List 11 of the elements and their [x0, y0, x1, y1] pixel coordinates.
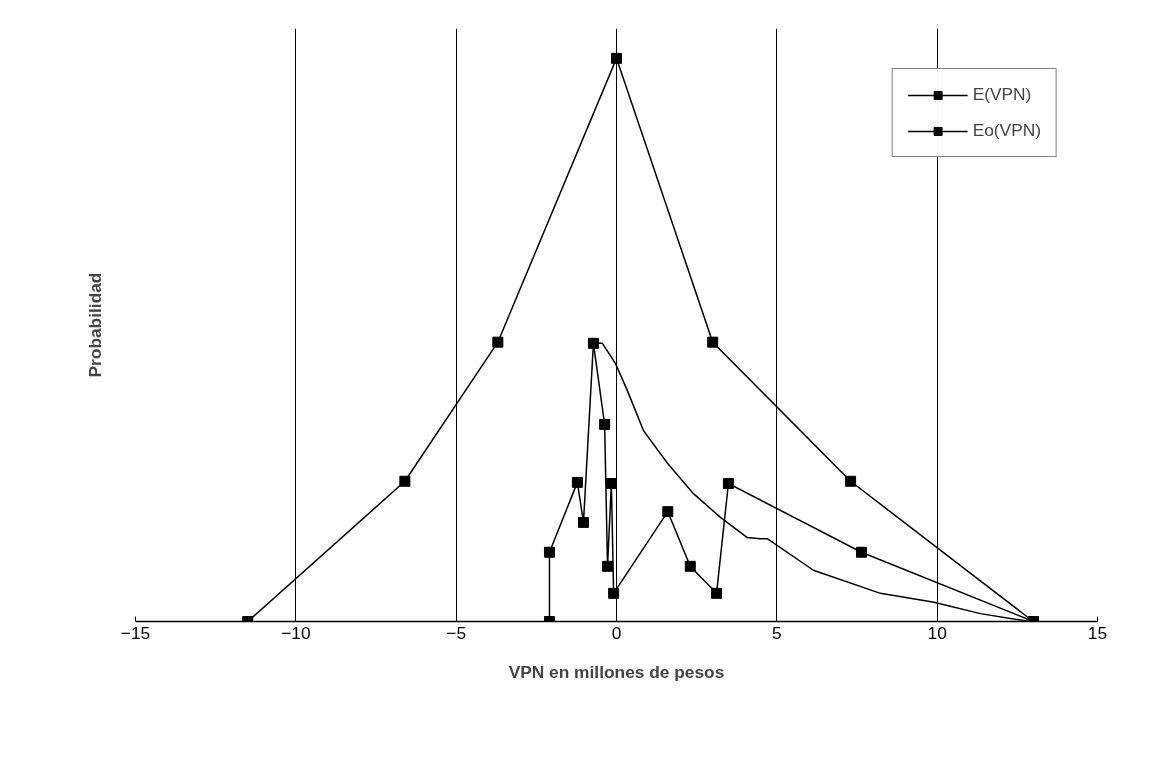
- x-tick-label: 5: [772, 622, 782, 643]
- x-tick-label: −15: [120, 622, 151, 643]
- y-axis-title: Probabilidad: [84, 272, 105, 378]
- x-tick-label: 15: [1087, 622, 1108, 643]
- x-tick-label: 10: [927, 622, 947, 643]
- x-tick-label: −10: [281, 622, 311, 643]
- legend-label: E(VPN): [972, 84, 1032, 105]
- legend-label: Eo(VPN): [972, 120, 1041, 141]
- x-tick-label: 0: [611, 622, 622, 643]
- x-axis-title: VPN en millones de pesos: [508, 661, 725, 682]
- x-tick-label: −5: [446, 622, 467, 643]
